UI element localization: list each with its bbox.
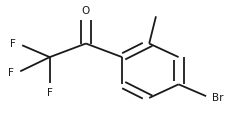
Text: F: F [47, 88, 53, 98]
Text: F: F [8, 68, 14, 78]
Text: O: O [82, 6, 90, 16]
Text: F: F [10, 38, 16, 49]
Text: Br: Br [212, 93, 224, 103]
